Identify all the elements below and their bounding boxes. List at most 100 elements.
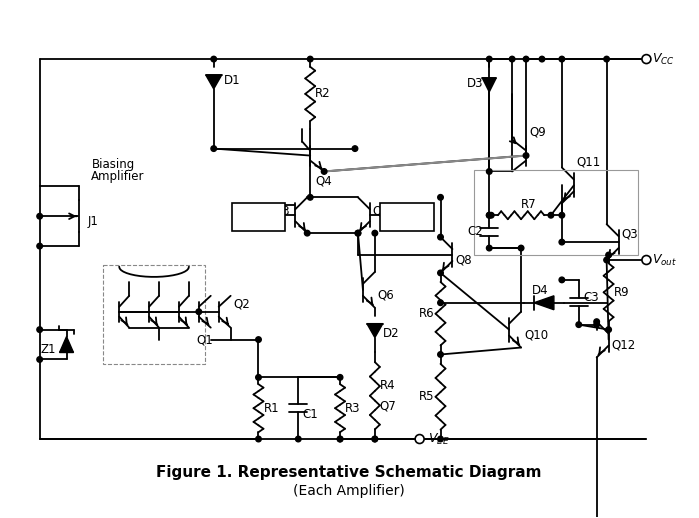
Circle shape [337, 436, 343, 442]
Polygon shape [206, 75, 222, 89]
Text: $V_{CC}$: $V_{CC}$ [652, 51, 675, 67]
Circle shape [438, 195, 443, 200]
Text: Q3: Q3 [621, 227, 638, 241]
Text: R6: R6 [419, 307, 434, 320]
Text: D1: D1 [224, 75, 240, 88]
Circle shape [548, 212, 554, 218]
Text: Neg: Neg [246, 211, 271, 224]
Circle shape [487, 246, 492, 251]
Text: Figure 1. Representative Schematic Diagram: Figure 1. Representative Schematic Diagr… [157, 465, 542, 480]
Circle shape [256, 337, 261, 342]
Text: R2: R2 [315, 88, 331, 100]
Circle shape [211, 56, 217, 62]
Text: R1: R1 [264, 401, 279, 415]
Circle shape [594, 319, 600, 324]
Text: R3: R3 [345, 401, 361, 415]
Text: Q3: Q3 [273, 205, 290, 218]
Circle shape [489, 212, 494, 218]
Circle shape [559, 56, 565, 62]
Polygon shape [482, 78, 496, 92]
Circle shape [524, 56, 529, 62]
Text: $V_{EE}$: $V_{EE}$ [428, 431, 449, 447]
Text: D2: D2 [383, 327, 399, 340]
Circle shape [559, 239, 565, 245]
FancyBboxPatch shape [231, 203, 285, 231]
Circle shape [308, 195, 313, 200]
Circle shape [594, 322, 600, 327]
Circle shape [606, 327, 612, 333]
Circle shape [305, 231, 310, 236]
Text: Q9: Q9 [529, 125, 546, 138]
Circle shape [438, 234, 443, 240]
Text: Z1: Z1 [41, 343, 56, 356]
Text: J1: J1 [87, 214, 99, 228]
Text: Q12: Q12 [612, 338, 636, 351]
Text: R4: R4 [380, 379, 396, 392]
Polygon shape [534, 296, 554, 310]
Text: Q10: Q10 [524, 328, 548, 341]
Text: Q4: Q4 [315, 175, 332, 188]
Circle shape [604, 257, 610, 263]
Circle shape [642, 255, 651, 265]
Text: D3: D3 [468, 78, 484, 91]
Circle shape [559, 277, 565, 283]
Circle shape [296, 436, 301, 442]
Circle shape [211, 146, 217, 151]
Circle shape [487, 212, 492, 218]
Circle shape [604, 56, 610, 62]
Circle shape [372, 436, 377, 442]
Circle shape [322, 169, 327, 174]
Circle shape [352, 146, 358, 151]
Circle shape [487, 56, 492, 62]
Circle shape [355, 231, 361, 236]
Circle shape [337, 375, 343, 380]
Circle shape [196, 309, 201, 314]
Text: C3: C3 [584, 291, 599, 304]
Text: R9: R9 [614, 286, 629, 299]
Circle shape [576, 322, 582, 327]
Circle shape [518, 246, 524, 251]
Circle shape [37, 327, 43, 333]
Circle shape [539, 56, 545, 62]
Circle shape [308, 56, 313, 62]
Text: C2: C2 [468, 225, 483, 238]
FancyBboxPatch shape [380, 203, 433, 231]
Circle shape [487, 212, 492, 218]
Text: Biasing: Biasing [92, 158, 135, 171]
Circle shape [438, 352, 443, 357]
Text: (Each Amplifier): (Each Amplifier) [293, 484, 405, 498]
Circle shape [559, 212, 565, 218]
Text: Amplifier: Amplifier [92, 170, 145, 183]
Circle shape [487, 169, 492, 174]
Text: $V_{out}$: $V_{out}$ [652, 252, 677, 267]
Text: Q2: Q2 [233, 297, 250, 310]
Circle shape [510, 56, 515, 62]
Circle shape [337, 436, 343, 442]
Circle shape [438, 436, 443, 442]
Polygon shape [59, 337, 73, 352]
Text: D4: D4 [532, 284, 549, 297]
Text: Q8: Q8 [456, 253, 472, 266]
Circle shape [438, 270, 443, 276]
Circle shape [37, 213, 43, 219]
Text: Q7: Q7 [380, 399, 396, 412]
Circle shape [606, 252, 612, 258]
Circle shape [642, 54, 651, 64]
Text: Q5: Q5 [373, 205, 389, 218]
Circle shape [37, 243, 43, 249]
Text: Pos: Pos [396, 211, 417, 224]
Circle shape [37, 357, 43, 362]
Text: R7: R7 [521, 198, 537, 211]
Circle shape [355, 231, 361, 236]
Text: Q1: Q1 [197, 333, 214, 346]
Circle shape [438, 300, 443, 306]
Text: Q6: Q6 [378, 289, 395, 301]
Text: R5: R5 [419, 390, 434, 403]
Polygon shape [367, 324, 383, 338]
Text: Q11: Q11 [577, 155, 601, 168]
Circle shape [372, 436, 377, 442]
Circle shape [372, 231, 377, 236]
Circle shape [256, 375, 261, 380]
Circle shape [415, 435, 424, 443]
Circle shape [524, 153, 529, 159]
